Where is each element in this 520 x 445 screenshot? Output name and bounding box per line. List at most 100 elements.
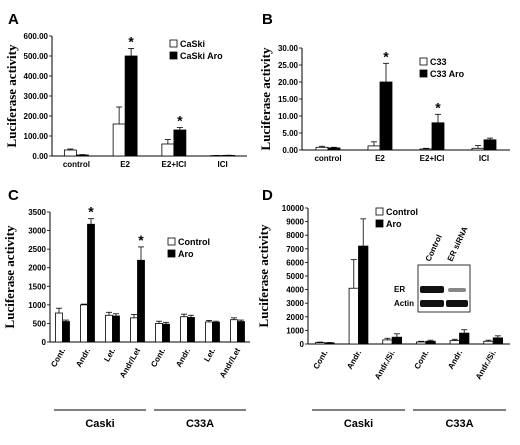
panel-c-x-tick-label: Andr. — [74, 347, 92, 369]
panel-b-y-tick-label: 25.00 — [278, 61, 299, 70]
panel-b-y-axis-label: Luciferase activity — [258, 47, 273, 150]
panel-c-legend-label: Control — [178, 237, 210, 247]
panel-b-y-tick-label: 20.00 — [278, 78, 299, 87]
panel-c-group-label: Caski — [85, 418, 114, 430]
panel-c-bar-black — [112, 315, 120, 343]
panel-c-y-tick-label: 1000 — [28, 301, 46, 310]
panel-a-y-tick-label: 0.00 — [32, 152, 48, 161]
panel-b-x-tick-label: control — [314, 154, 341, 163]
wb-band-actin-control — [420, 300, 444, 307]
wb-lane-label-control: Control — [424, 233, 444, 263]
panel-d-x-tick-label: Andr. — [446, 349, 464, 371]
panel-c-legend-swatch — [167, 249, 176, 258]
panel-c-bar-white — [80, 304, 88, 343]
panel-c-bar-black — [162, 323, 170, 343]
panel-c-significance-star: * — [138, 232, 144, 248]
panel-a-x-tick-label: E2+ICI — [162, 160, 187, 169]
panel-d-bar-white — [449, 340, 460, 345]
panel-a-y-axis-label: Luciferase activity — [4, 44, 19, 147]
panel-c-y-tick-label: 0 — [42, 338, 47, 347]
panel-d-legend-label: Aro — [386, 219, 402, 229]
panel-c-x-tick-label: Andr/Let — [218, 346, 242, 379]
panel-d-bar-white — [315, 342, 326, 345]
panel-d-legend-label: Control — [386, 207, 418, 217]
charts-layer: Luciferase activity 0.00 100.00 200.00 300.0… — [2, 32, 510, 430]
panel-b-y-tick-label: 5.00 — [282, 129, 298, 138]
panel-a-x-tick-label: E2 — [120, 160, 130, 169]
panel-a-significance-star: * — [128, 33, 134, 49]
panel-b-bar-black — [431, 122, 445, 151]
panel-d-bar-black — [459, 332, 470, 345]
panel-d-x-tick-label: Andr. — [345, 349, 363, 371]
panel-b-bar-white — [367, 145, 381, 151]
panel-a-y-tick-label: 100.00 — [24, 132, 49, 141]
panel-c-bar-white — [155, 323, 163, 343]
panel-d-legend-swatch — [375, 207, 384, 216]
panel-d-y-tick-label: 4000 — [286, 286, 304, 295]
panel-d-bar-black — [324, 342, 335, 345]
panel-a-legend-label: CaSki — [180, 39, 205, 49]
panel-b-significance-star: * — [383, 48, 389, 64]
panel-c-bar-black — [187, 317, 195, 343]
panel-d-x-tick-label: Cont. — [312, 349, 330, 371]
panel-c-bar-black — [237, 321, 245, 343]
panel-c-bar-white — [230, 319, 238, 343]
panel-a-bar-black — [124, 55, 138, 157]
wb-band-actin-sirna — [446, 300, 468, 307]
panel-a-y-tick-label: 500.00 — [24, 52, 49, 61]
panel-d-legend-swatch — [375, 219, 384, 228]
panel-a-bar-black — [75, 154, 89, 157]
panel-d-bar-black — [425, 340, 436, 345]
panel-a-bar-black — [173, 129, 187, 157]
panel-b-legend-swatch — [419, 69, 428, 78]
panel-b-bar-white — [419, 148, 433, 151]
western-blot-inset: Control ER siRNA ER Actin — [394, 225, 471, 313]
panel-c-x-tick-label: Let. — [102, 347, 117, 364]
panel-b-significance-star: * — [435, 99, 441, 115]
panel-c-y-tick-label: 3000 — [28, 227, 46, 236]
panel-d-y-tick-label: 3000 — [286, 299, 304, 308]
panel-c-x-tick-label: Cont. — [149, 347, 167, 369]
panel-c-y-axis-label: Luciferase activity — [2, 225, 17, 328]
panel-d-y-tick-label: 1000 — [286, 326, 304, 335]
panel-d-y-tick-label: 0 — [300, 340, 305, 349]
panel-d-bar-black — [358, 245, 369, 345]
panel-a-legend-swatch — [169, 51, 178, 60]
panel-b-x-tick-label: ICI — [479, 154, 489, 163]
panel-d-y-tick-label: 5000 — [286, 272, 304, 281]
panel-c-x-tick-label: Cont. — [49, 347, 67, 369]
panel-b-letter: B — [262, 11, 273, 28]
panel-a-legend-label: CaSki Aro — [180, 51, 223, 61]
panel-d-bar-white — [483, 340, 494, 345]
panel-a-letter: A — [8, 11, 19, 28]
panel-b-y-tick-label: 0.00 — [282, 146, 298, 155]
panel-a-bar-white — [63, 149, 77, 157]
panel-b-bar-white — [471, 147, 485, 151]
panel-c-bar-black — [137, 259, 145, 343]
panel-d-x-tick-label: Andr./Si. — [373, 349, 397, 382]
panel-d-letter: D — [262, 187, 273, 204]
panel-d-y-tick-label: 2000 — [286, 313, 304, 322]
wb-lane-label-er-sirna: ER siRNA — [446, 225, 470, 263]
panel-b-y-tick-label: 30.00 — [278, 44, 299, 53]
panel-d-y-tick-label: 8000 — [286, 231, 304, 240]
panel-b-legend-label: C33 Aro — [430, 69, 465, 79]
panel-a-x-tick-label: ICI — [218, 160, 228, 169]
panel-c-bar-black — [212, 321, 220, 343]
panel-d-bar-white — [382, 339, 393, 345]
panel-b-legend-label: C33 — [430, 57, 447, 67]
panel-d-y-tick-label: 6000 — [286, 258, 304, 267]
panel-c-bar-white — [105, 314, 113, 343]
panel-c-letter: C — [8, 187, 19, 204]
wb-band-er-sirna — [448, 288, 466, 292]
panel-a-y-tick-label: 200.00 — [24, 112, 49, 121]
panel-d-x-tick-label: Cont. — [413, 349, 431, 371]
wb-row-label-er: ER — [394, 285, 405, 294]
panel-c-bar-white — [205, 321, 213, 343]
panel-a-y-tick-label: 400.00 — [24, 72, 49, 81]
panel-c-y-tick-label: 500 — [33, 319, 47, 328]
panel-d-bar-black — [492, 337, 503, 345]
panel-b-bar-black — [483, 139, 497, 151]
panel-b-bar-white — [315, 146, 329, 151]
